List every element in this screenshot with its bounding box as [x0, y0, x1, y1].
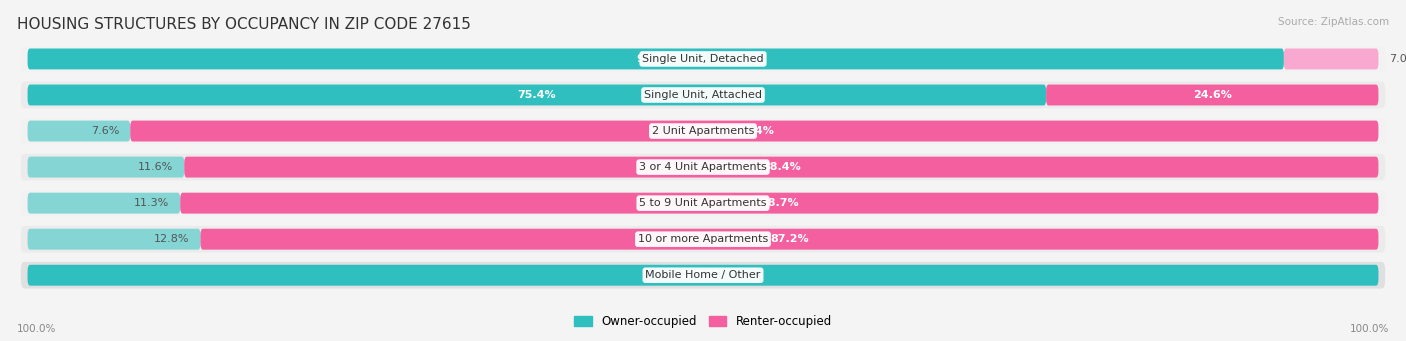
Text: 5 to 9 Unit Apartments: 5 to 9 Unit Apartments: [640, 198, 766, 208]
Text: 3 or 4 Unit Apartments: 3 or 4 Unit Apartments: [640, 162, 766, 172]
Text: 11.3%: 11.3%: [134, 198, 169, 208]
FancyBboxPatch shape: [28, 48, 1284, 70]
Text: 93.0%: 93.0%: [637, 54, 675, 64]
Text: 100.0%: 100.0%: [1350, 324, 1389, 334]
FancyBboxPatch shape: [28, 121, 131, 142]
Text: 88.4%: 88.4%: [762, 162, 801, 172]
FancyBboxPatch shape: [21, 46, 1385, 72]
Text: 75.4%: 75.4%: [517, 90, 557, 100]
FancyBboxPatch shape: [201, 229, 1378, 250]
Text: 100.0%: 100.0%: [17, 324, 56, 334]
FancyBboxPatch shape: [21, 190, 1385, 217]
Text: HOUSING STRUCTURES BY OCCUPANCY IN ZIP CODE 27615: HOUSING STRUCTURES BY OCCUPANCY IN ZIP C…: [17, 17, 471, 32]
Text: 7.0%: 7.0%: [1389, 54, 1406, 64]
FancyBboxPatch shape: [21, 118, 1385, 144]
Legend: Owner-occupied, Renter-occupied: Owner-occupied, Renter-occupied: [569, 310, 837, 333]
FancyBboxPatch shape: [131, 121, 1378, 142]
FancyBboxPatch shape: [28, 229, 201, 250]
FancyBboxPatch shape: [1046, 85, 1378, 105]
FancyBboxPatch shape: [28, 157, 184, 178]
Text: 88.7%: 88.7%: [761, 198, 799, 208]
Text: 11.6%: 11.6%: [138, 162, 173, 172]
FancyBboxPatch shape: [180, 193, 1378, 213]
FancyBboxPatch shape: [21, 81, 1385, 108]
Text: Single Unit, Detached: Single Unit, Detached: [643, 54, 763, 64]
FancyBboxPatch shape: [21, 226, 1385, 253]
FancyBboxPatch shape: [1284, 48, 1378, 70]
Text: 24.6%: 24.6%: [1192, 90, 1232, 100]
FancyBboxPatch shape: [28, 265, 1378, 286]
FancyBboxPatch shape: [28, 193, 180, 213]
FancyBboxPatch shape: [21, 154, 1385, 180]
Text: Source: ZipAtlas.com: Source: ZipAtlas.com: [1278, 17, 1389, 27]
Text: Mobile Home / Other: Mobile Home / Other: [645, 270, 761, 280]
FancyBboxPatch shape: [184, 157, 1378, 178]
Text: 2 Unit Apartments: 2 Unit Apartments: [652, 126, 754, 136]
Text: 92.4%: 92.4%: [735, 126, 773, 136]
Text: Single Unit, Attached: Single Unit, Attached: [644, 90, 762, 100]
Text: 87.2%: 87.2%: [770, 234, 808, 244]
Text: 10 or more Apartments: 10 or more Apartments: [638, 234, 768, 244]
FancyBboxPatch shape: [21, 262, 1385, 288]
Text: 12.8%: 12.8%: [155, 234, 190, 244]
Text: 7.6%: 7.6%: [91, 126, 120, 136]
Text: 100.0%: 100.0%: [681, 270, 725, 280]
FancyBboxPatch shape: [28, 85, 1046, 105]
